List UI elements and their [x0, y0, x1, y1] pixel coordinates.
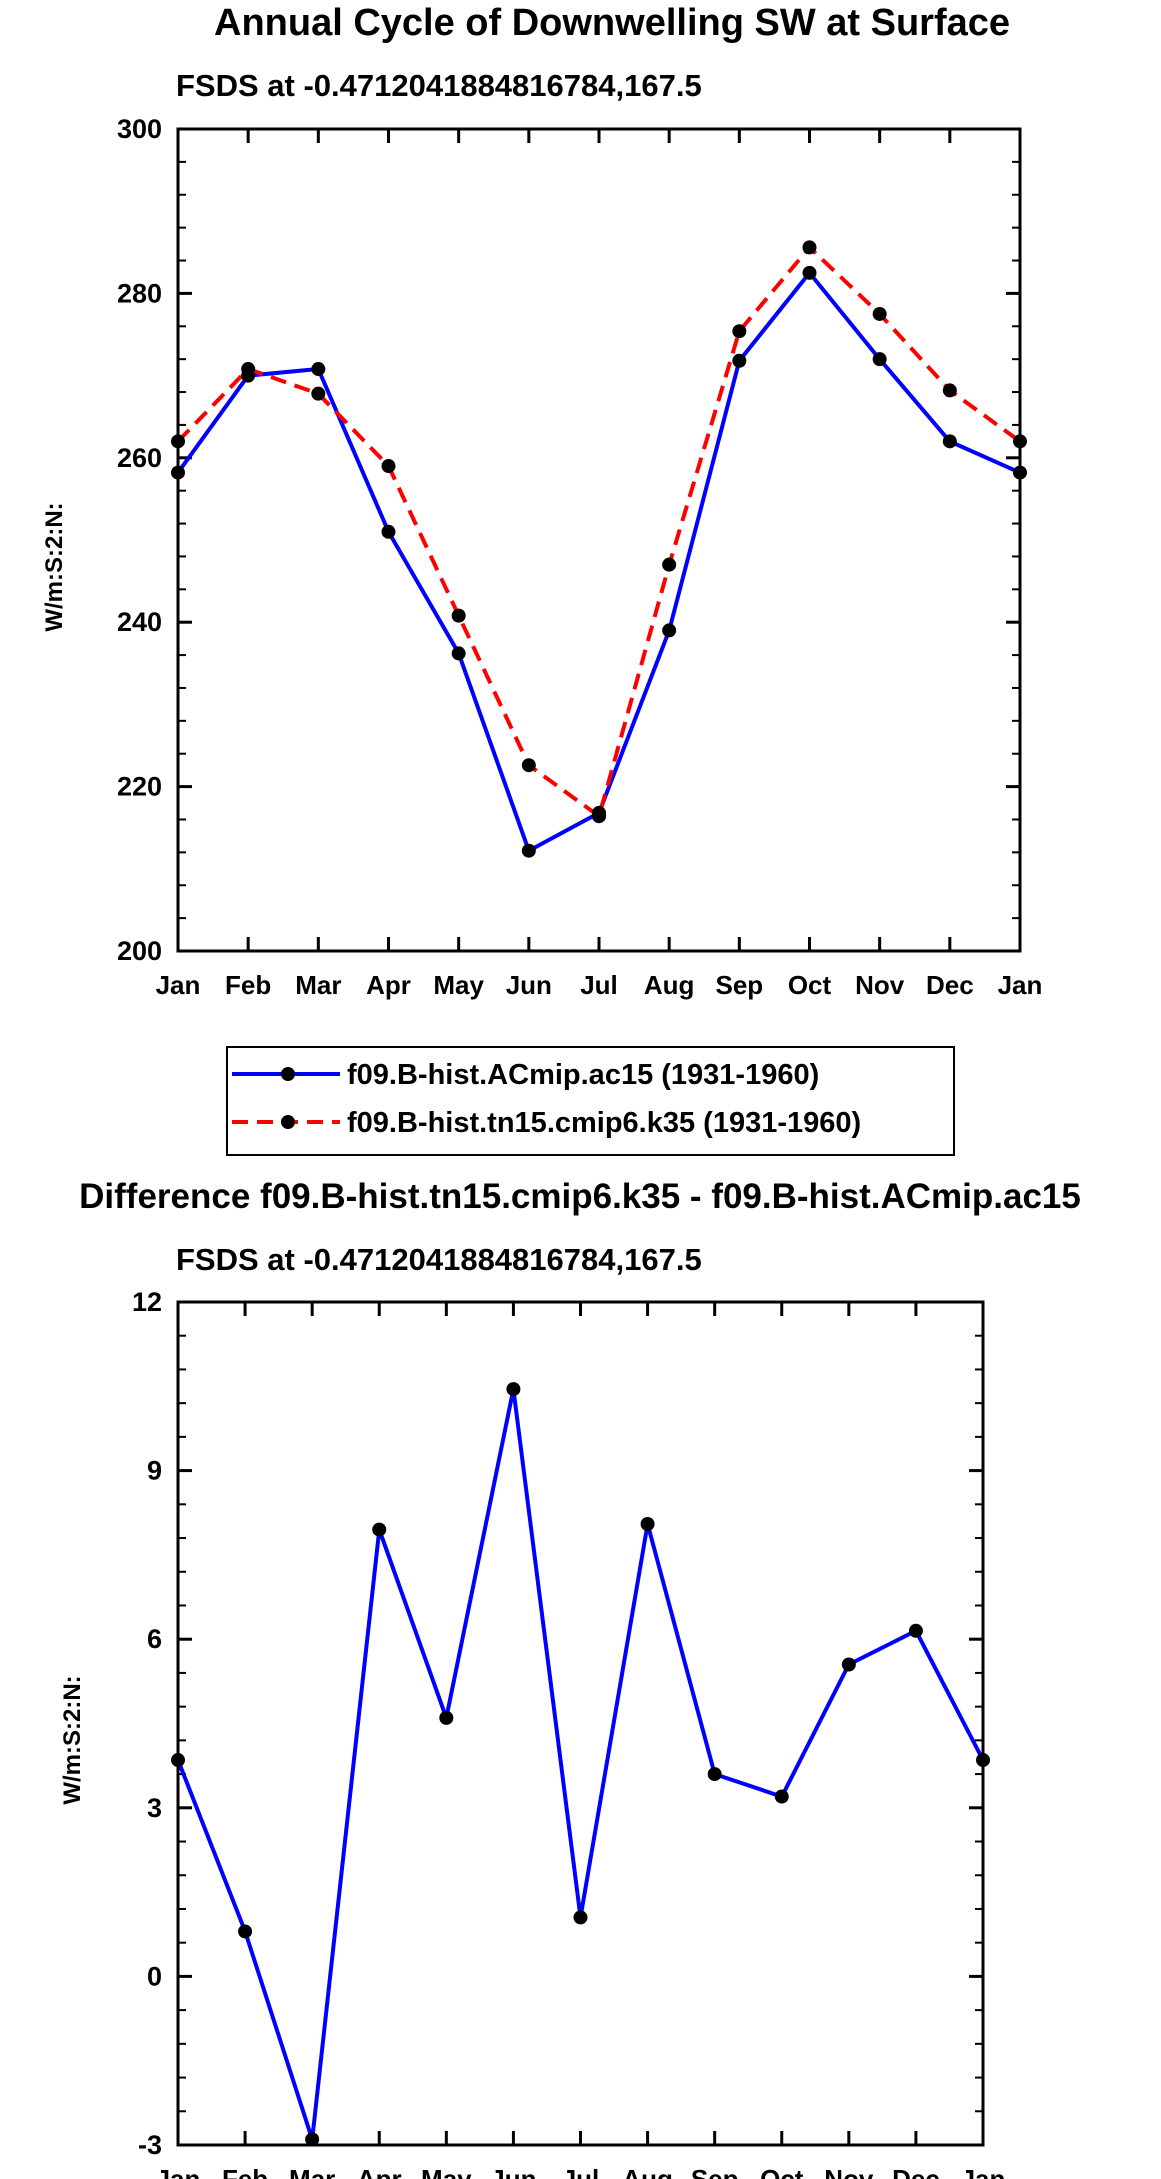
plot-frame	[176, 127, 1022, 953]
data-point-series-1	[171, 1753, 185, 1768]
x-tick-label: Aug	[644, 970, 695, 1000]
x-tick-label: Mar	[289, 2164, 335, 2179]
x-tick-label: Jan	[156, 2164, 201, 2179]
data-point-series-1	[451, 646, 466, 661]
x-tick-label: Aug	[622, 2164, 673, 2179]
chart-1-title: Annual Cycle of Downwelling SW at Surfac…	[214, 2, 1010, 44]
legend-marker-series-1	[281, 1067, 295, 1081]
data-point-series-1	[872, 352, 887, 367]
data-point-series-2	[451, 608, 466, 623]
series-line-2	[176, 245, 1022, 819]
data-point-series-1	[311, 362, 326, 377]
chart-2-title: Difference f09.B-hist.tn15.cmip6.k35 - f…	[79, 1177, 1081, 1216]
data-point-series-2	[662, 557, 677, 572]
y-tick-label: 6	[147, 1624, 162, 1654]
data-point-series-2	[872, 306, 887, 321]
data-point-series-2	[521, 758, 536, 773]
data-point-series-2	[241, 362, 256, 377]
x-tick-label: Jul	[580, 970, 618, 1000]
data-point-series-1	[908, 1623, 923, 1638]
data-point-series-1	[841, 1657, 856, 1672]
data-point-series-1	[171, 465, 185, 480]
y-tick-label: 260	[117, 443, 162, 473]
data-point-series-2	[592, 809, 606, 824]
legend-marker-series-2	[281, 1115, 295, 1129]
x-tick-label: May	[421, 2164, 472, 2179]
data-point-series-2	[732, 324, 747, 339]
y-tick-label: 240	[117, 607, 162, 637]
y-tick-label: 280	[117, 278, 162, 308]
data-point-series-1	[305, 2132, 320, 2147]
data-point-series-1	[573, 1910, 588, 1925]
x-tick-label: Dec	[926, 970, 974, 1000]
x-tick-label: Jan	[156, 970, 201, 1000]
chart-1-ylabel: W/m:S:2:N:	[41, 502, 68, 631]
data-point-series-2	[381, 459, 396, 474]
data-point-series-2	[802, 240, 817, 255]
legend-item-series-1: f09.B-hist.ACmip.ac15 (1931-1960)	[232, 1059, 819, 1091]
data-point-series-1	[506, 1382, 521, 1397]
chart-1-legend: f09.B-hist.ACmip.ac15 (1931-1960) f09.B-…	[226, 1046, 955, 1156]
x-tick-label: May	[433, 970, 484, 1000]
x-tick-label: Jun	[490, 2164, 536, 2179]
data-point-series-1	[521, 843, 536, 858]
legend-label-series-2: f09.B-hist.tn15.cmip6.k35 (1931-1960)	[347, 1107, 861, 1139]
data-point-series-2	[171, 434, 185, 449]
x-tick-label: Sep	[691, 2164, 739, 2179]
y-tick-label: 300	[117, 114, 162, 144]
y-tick-label: 220	[117, 772, 162, 802]
x-tick-label: Apr	[366, 970, 411, 1000]
x-tick-label: Oct	[788, 970, 832, 1000]
x-tick-label: Dec	[892, 2164, 940, 2179]
x-tick-label: Jan	[961, 2164, 1006, 2179]
data-point-series-1	[238, 1924, 253, 1939]
x-tick-label: Jan	[998, 970, 1043, 1000]
x-tick-label: Sep	[715, 970, 763, 1000]
chart-2-ylabel: W/m:S:2:N:	[59, 1675, 86, 1804]
chart-1-plot: 200 220 240 260 280 300 Jan Feb Mar Apr May Jun Jul A…	[117, 114, 1042, 1000]
y-tick-label: 0	[147, 1961, 162, 1991]
chart-1-subtitle: FSDS at -0.4712041884816784,167.5	[176, 68, 702, 103]
data-point-series-1	[802, 265, 817, 280]
data-point-series-1	[662, 623, 677, 638]
x-tick-label: Feb	[225, 970, 271, 1000]
y-tick-label: -3	[138, 2130, 162, 2160]
x-tick-label: Apr	[357, 2164, 402, 2179]
data-point-series-1	[372, 1522, 387, 1537]
data-point-series-1	[732, 353, 747, 368]
data-point-series-2	[311, 386, 326, 401]
legend-item-series-2: f09.B-hist.tn15.cmip6.k35 (1931-1960)	[232, 1107, 861, 1139]
data-point-series-1	[774, 1789, 789, 1804]
legend-label-series-1: f09.B-hist.ACmip.ac15 (1931-1960)	[347, 1059, 819, 1091]
y-tick-label: 12	[132, 1287, 162, 1317]
x-tick-label: Mar	[295, 970, 341, 1000]
x-tick-label: Feb	[222, 2164, 268, 2179]
data-point-series-1	[1013, 465, 1027, 480]
y-tick-label: 200	[117, 936, 162, 966]
series-line-1	[176, 1387, 985, 2142]
data-point-series-1	[439, 1710, 454, 1725]
series-line-1	[176, 270, 1021, 853]
x-tick-label: Jun	[506, 970, 552, 1000]
chart-2-subtitle: FSDS at -0.4712041884816784,167.5	[176, 1242, 702, 1277]
x-tick-label: Nov	[824, 2164, 874, 2179]
x-tick-label: Jul	[562, 2164, 600, 2179]
data-point-series-2	[1013, 434, 1027, 449]
data-point-series-1	[976, 1753, 990, 1768]
plot-frame	[176, 1300, 985, 2147]
data-point-series-1	[707, 1767, 722, 1782]
y-tick-label: 3	[147, 1793, 162, 1823]
legend-box	[226, 1046, 955, 1156]
x-tick-label: Nov	[855, 970, 905, 1000]
data-point-series-1	[640, 1516, 655, 1531]
data-point-series-2	[942, 383, 957, 398]
data-point-series-1	[942, 434, 957, 449]
chart-2-plot: -3 0 3 6 9 12 Jan Feb Mar Apr May Jun Jul Aug Sep Oct No…	[132, 1287, 1005, 2179]
x-tick-label: Oct	[760, 2164, 804, 2179]
data-point-series-1	[381, 524, 396, 539]
y-tick-label: 9	[147, 1456, 162, 1486]
